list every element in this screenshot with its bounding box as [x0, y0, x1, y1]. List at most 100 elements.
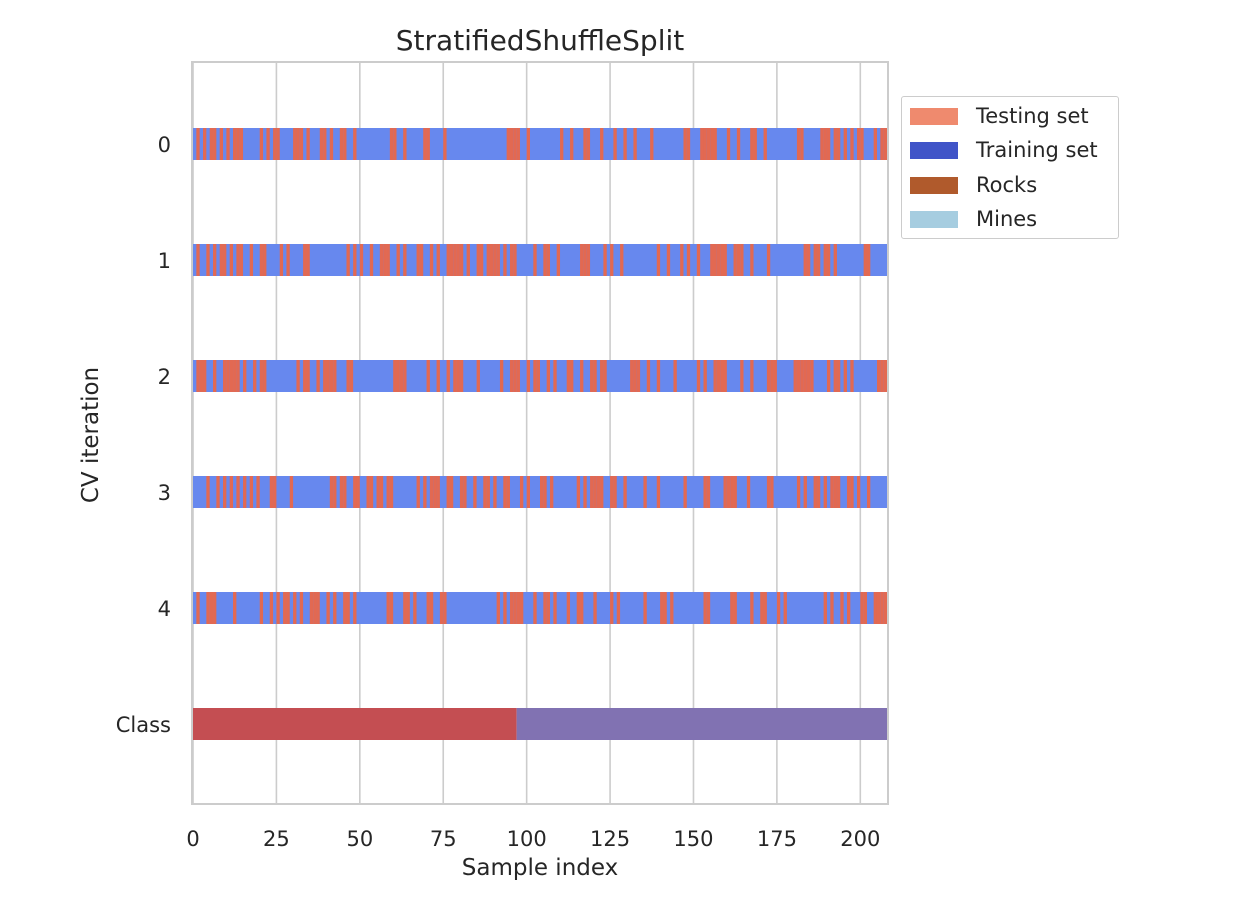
- test-sample-mark: [509, 244, 514, 276]
- test-sample-mark: [279, 244, 284, 276]
- test-sample-mark: [773, 360, 777, 392]
- test-sample-mark: [706, 128, 711, 160]
- test-sample-mark: [379, 476, 384, 508]
- test-sample-mark: [583, 128, 587, 160]
- test-sample-mark: [516, 360, 520, 392]
- test-sample-mark: [206, 244, 210, 276]
- test-sample-mark: [543, 476, 547, 508]
- legend-swatch-testing: [910, 107, 958, 125]
- test-sample-mark: [403, 592, 407, 624]
- test-sample-mark: [219, 128, 224, 160]
- test-sample-mark: [209, 128, 214, 160]
- test-sample-mark: [713, 244, 717, 276]
- test-sample-mark: [353, 128, 357, 160]
- test-sample-mark: [493, 244, 497, 276]
- test-sample-mark: [723, 360, 727, 392]
- test-sample-mark: [326, 360, 330, 392]
- test-sample-mark: [423, 476, 427, 508]
- test-sample-mark: [826, 244, 831, 276]
- test-sample-mark: [426, 360, 430, 392]
- test-sample-mark: [580, 360, 584, 392]
- test-sample-mark: [803, 244, 807, 276]
- test-sample-mark: [223, 476, 227, 508]
- test-sample-mark: [830, 476, 834, 508]
- test-sample-mark: [620, 244, 624, 276]
- test-sample-mark: [680, 244, 684, 276]
- gridlines: [192, 62, 862, 804]
- test-sample-mark: [730, 476, 734, 508]
- train-bar: [193, 244, 887, 276]
- test-sample-mark: [726, 476, 731, 508]
- test-sample-mark: [196, 592, 200, 624]
- test-sample-mark: [533, 360, 537, 392]
- test-sample-mark: [316, 360, 320, 392]
- test-sample-mark: [586, 128, 591, 160]
- test-sample-mark: [399, 360, 404, 392]
- cv-row-4: [193, 592, 887, 624]
- test-sample-mark: [413, 592, 417, 624]
- test-sample-mark: [259, 360, 264, 392]
- test-sample-mark: [730, 592, 734, 624]
- test-sample-mark: [873, 592, 877, 624]
- test-sample-mark: [596, 476, 601, 508]
- test-sample-mark: [880, 128, 884, 160]
- test-sample-mark: [766, 476, 771, 508]
- y-tick-label: 3: [158, 481, 171, 505]
- test-sample-mark: [836, 476, 841, 508]
- test-sample-mark: [236, 128, 240, 160]
- test-sample-mark: [613, 128, 617, 160]
- test-sample-mark: [803, 476, 807, 508]
- test-sample-mark: [603, 360, 607, 392]
- legend: Testing set Training set Rocks Mines: [901, 96, 1119, 239]
- test-sample-mark: [703, 360, 707, 392]
- test-sample-mark: [286, 592, 290, 624]
- test-sample-mark: [543, 244, 547, 276]
- test-sample-mark: [826, 360, 831, 392]
- test-sample-mark: [206, 592, 210, 624]
- test-sample-mark: [796, 128, 801, 160]
- test-sample-mark: [806, 244, 811, 276]
- test-sample-mark: [546, 360, 551, 392]
- test-sample-mark: [733, 476, 737, 508]
- test-sample-mark: [229, 476, 234, 508]
- test-sample-mark: [223, 244, 227, 276]
- test-sample-mark: [249, 476, 254, 508]
- test-sample-mark: [406, 592, 410, 624]
- test-sample-mark: [850, 360, 854, 392]
- test-sample-mark: [379, 244, 384, 276]
- test-sample-mark: [236, 360, 240, 392]
- test-sample-mark: [816, 476, 821, 508]
- test-sample-mark: [750, 244, 754, 276]
- test-sample-mark: [249, 244, 254, 276]
- test-sample-mark: [593, 592, 597, 624]
- test-sample-mark: [389, 128, 394, 160]
- legend-item-mines: Mines: [910, 207, 1038, 231]
- test-sample-mark: [776, 592, 781, 624]
- test-sample-mark: [876, 592, 881, 624]
- test-sample-mark: [476, 360, 480, 392]
- test-sample-mark: [306, 360, 310, 392]
- test-sample-mark: [713, 360, 717, 392]
- test-sample-mark: [233, 360, 237, 392]
- test-sample-mark: [476, 244, 480, 276]
- test-sample-mark: [313, 592, 317, 624]
- test-sample-mark: [740, 244, 744, 276]
- test-sample-mark: [576, 476, 581, 508]
- test-sample-mark: [393, 128, 397, 160]
- y-tick-label: 1: [158, 249, 171, 273]
- test-sample-mark: [493, 476, 497, 508]
- test-sample-mark: [850, 476, 854, 508]
- test-sample-mark: [329, 360, 334, 392]
- test-sample-mark: [826, 128, 831, 160]
- test-sample-mark: [770, 476, 774, 508]
- test-sample-mark: [720, 244, 724, 276]
- test-sample-mark: [570, 128, 574, 160]
- test-sample-mark: [233, 128, 237, 160]
- test-sample-mark: [833, 128, 837, 160]
- test-sample-mark: [710, 128, 714, 160]
- test-sample-mark: [213, 128, 217, 160]
- test-sample-mark: [823, 476, 827, 508]
- test-sample-mark: [236, 244, 240, 276]
- legend-label-mines: Mines: [976, 207, 1038, 231]
- test-sample-mark: [683, 128, 687, 160]
